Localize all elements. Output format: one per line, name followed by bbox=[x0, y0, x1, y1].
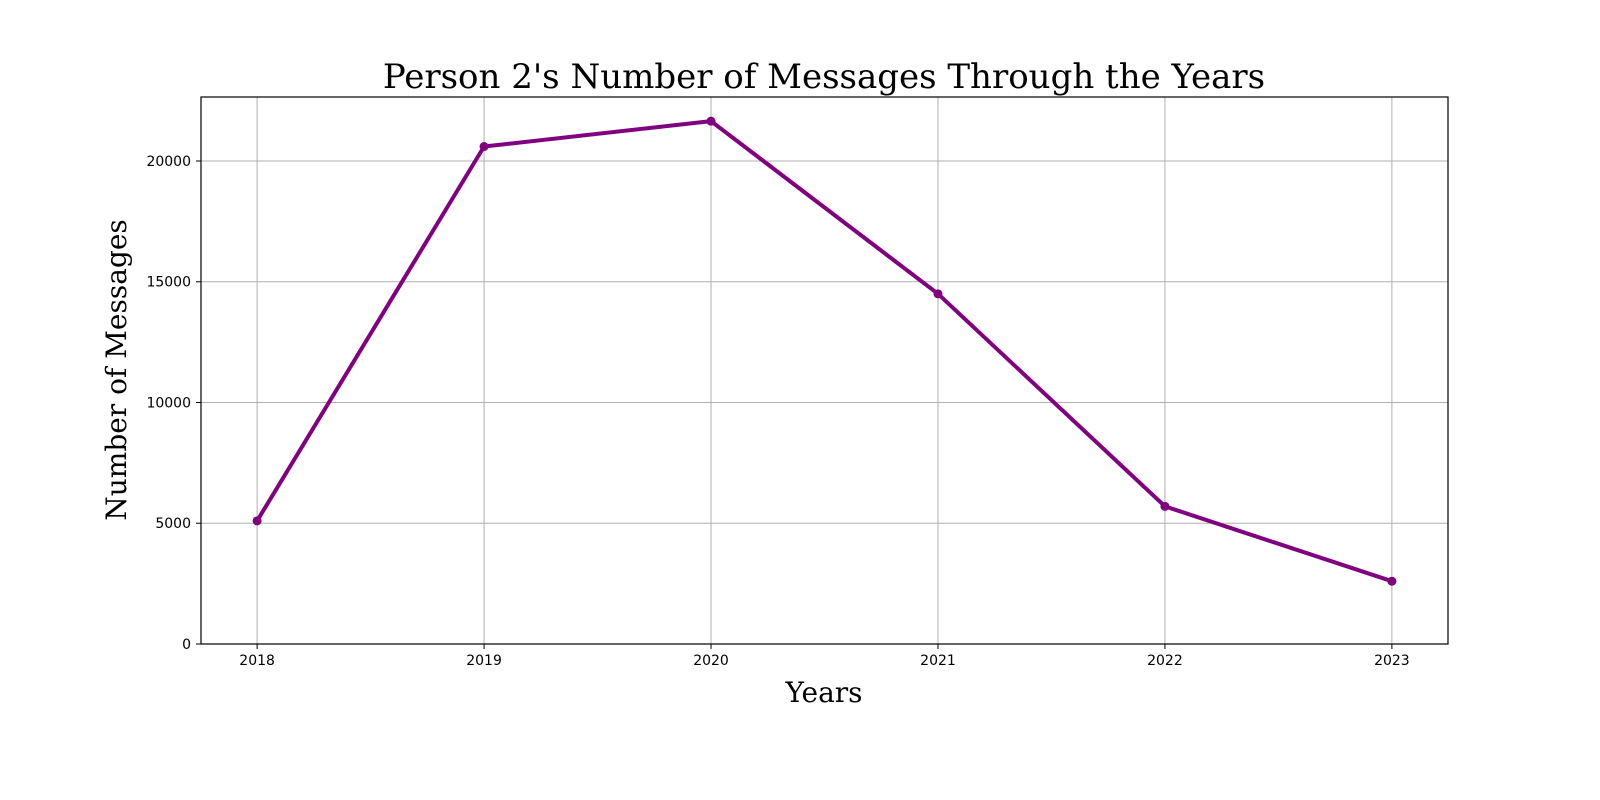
chart-title: Person 2's Number of Messages Through th… bbox=[383, 57, 1265, 97]
series-line bbox=[255, 119, 1394, 584]
x-axis-label: Years bbox=[784, 676, 862, 709]
y-tick-label: 0 bbox=[182, 637, 191, 653]
x-tick-label: 2020 bbox=[693, 653, 729, 669]
data-point bbox=[479, 142, 489, 152]
x-tick-label: 2019 bbox=[466, 653, 502, 669]
y-tick-label: 5000 bbox=[155, 516, 191, 532]
y-axis: 0 5000 10000 15000 20000 bbox=[146, 154, 201, 653]
plot-area bbox=[201, 97, 1448, 644]
y-axis-label: Number of Messages bbox=[100, 219, 133, 521]
data-point bbox=[1387, 576, 1397, 586]
x-axis: 2018 2019 2020 2021 2022 2023 bbox=[239, 644, 1410, 669]
y-tick-label: 10000 bbox=[146, 395, 191, 411]
x-tick-label: 2022 bbox=[1147, 653, 1183, 669]
data-point bbox=[1160, 501, 1170, 511]
data-point bbox=[252, 516, 262, 526]
data-point bbox=[706, 116, 716, 126]
y-tick-label: 20000 bbox=[146, 154, 191, 170]
x-tick-label: 2021 bbox=[920, 653, 956, 669]
y-tick-label: 15000 bbox=[146, 275, 191, 291]
series-layer bbox=[252, 116, 1397, 586]
plot-frame bbox=[200, 96, 1449, 645]
data-point bbox=[933, 289, 943, 299]
x-tick-label: 2018 bbox=[239, 653, 275, 669]
x-tick-label: 2023 bbox=[1374, 653, 1410, 669]
